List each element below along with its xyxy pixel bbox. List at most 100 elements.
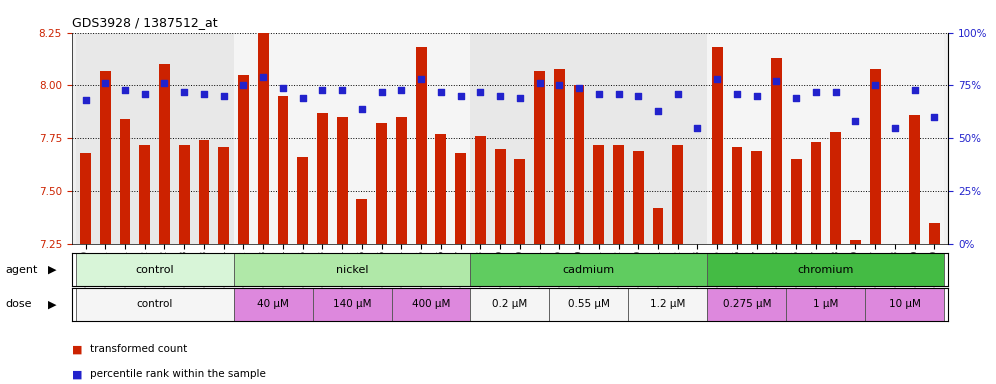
Point (848, 118, 864, 124)
Text: percentile rank within the sample: percentile rank within the sample (90, 369, 266, 379)
Text: 140 μM: 140 μM (333, 299, 372, 310)
Text: GDS3928 / 1387512_at: GDS3928 / 1387512_at (72, 16, 217, 29)
Bar (139, 144, 150, 244)
Point (650, 108, 666, 114)
Point (393, 87, 409, 93)
Text: 1 μM: 1 μM (813, 299, 839, 310)
Point (255, 74, 271, 80)
Text: 10 μM: 10 μM (888, 299, 920, 310)
Bar (707, 33, 944, 244)
Point (689, 124, 705, 131)
Point (136, 91, 152, 97)
Bar (850, 240, 861, 244)
Text: chromium: chromium (798, 265, 854, 275)
Bar (632, 151, 643, 244)
Bar (707, 288, 786, 321)
Bar (831, 132, 841, 244)
Bar (76, 33, 234, 244)
Point (216, 93, 232, 99)
Bar (470, 253, 707, 286)
Text: 400 μM: 400 μM (411, 299, 450, 310)
Bar (470, 288, 550, 321)
Bar (234, 253, 470, 286)
Bar (391, 288, 470, 321)
Bar (159, 64, 170, 244)
Point (749, 93, 765, 99)
Text: ■: ■ (72, 369, 83, 379)
Bar (313, 288, 391, 321)
Bar (234, 33, 470, 244)
Bar (554, 68, 565, 244)
Point (315, 87, 331, 93)
Bar (76, 288, 234, 321)
Point (611, 91, 626, 97)
Bar (80, 153, 91, 244)
Bar (514, 159, 525, 244)
Text: control: control (136, 299, 173, 310)
Bar (396, 117, 406, 244)
Point (769, 78, 785, 84)
Point (156, 80, 172, 86)
Text: cadmium: cadmium (563, 265, 615, 275)
Bar (455, 153, 466, 244)
Point (886, 124, 902, 131)
Text: 40 μM: 40 μM (257, 299, 289, 310)
Bar (811, 142, 822, 244)
Bar (198, 140, 209, 244)
Bar (495, 149, 506, 244)
Point (413, 76, 429, 82)
Point (828, 89, 844, 95)
Text: 0.55 μM: 0.55 μM (568, 299, 610, 310)
Bar (376, 123, 387, 244)
Text: ▶: ▶ (48, 299, 57, 310)
Bar (672, 144, 683, 244)
Bar (751, 151, 762, 244)
Bar (258, 33, 269, 244)
Bar (889, 244, 900, 246)
Point (78, 97, 94, 103)
Bar (278, 96, 289, 244)
Text: control: control (135, 265, 174, 275)
Point (729, 91, 745, 97)
Bar (76, 253, 234, 286)
Bar (771, 58, 782, 244)
Bar (238, 75, 249, 244)
Text: 1.2 μM: 1.2 μM (650, 299, 685, 310)
Bar (909, 115, 920, 244)
Text: transformed count: transformed count (90, 344, 187, 354)
Point (669, 91, 685, 97)
Bar (100, 71, 111, 244)
Text: 0.2 μM: 0.2 μM (492, 299, 528, 310)
Bar (218, 147, 229, 244)
Point (571, 84, 587, 91)
Bar (337, 117, 348, 244)
Point (374, 89, 389, 95)
Point (709, 76, 725, 82)
Point (176, 89, 192, 95)
Point (472, 89, 488, 95)
Text: 0.275 μM: 0.275 μM (722, 299, 771, 310)
Bar (870, 68, 880, 244)
Bar (550, 288, 628, 321)
Bar (731, 147, 742, 244)
Point (275, 84, 291, 91)
Point (906, 87, 922, 93)
Point (788, 95, 804, 101)
Bar (435, 134, 446, 244)
Bar (712, 47, 723, 244)
Bar (317, 113, 328, 244)
Bar (614, 144, 623, 244)
Bar (628, 288, 707, 321)
Bar (234, 288, 313, 321)
Point (235, 83, 251, 89)
Text: nickel: nickel (336, 265, 369, 275)
Point (118, 87, 133, 93)
Text: ▶: ▶ (48, 265, 57, 275)
Point (591, 91, 607, 97)
Bar (475, 136, 486, 244)
Bar (652, 208, 663, 244)
Point (335, 87, 351, 93)
Bar (929, 223, 940, 244)
Point (354, 106, 370, 112)
Text: ■: ■ (72, 344, 83, 354)
